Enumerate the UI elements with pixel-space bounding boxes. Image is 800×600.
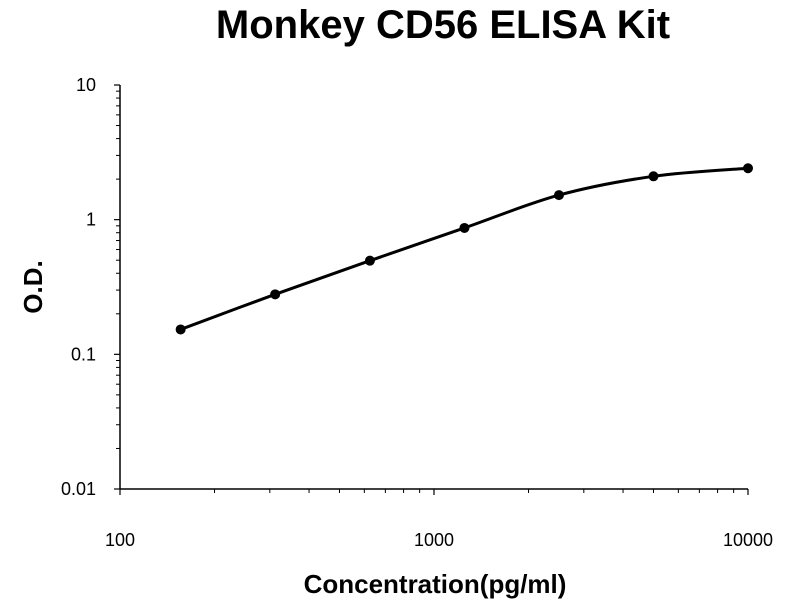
- series-line: [179, 166, 750, 331]
- tick-labels: 100 1000 10000 10 1 0.1 0.01: [61, 75, 773, 550]
- axes: [119, 85, 748, 490]
- data-series: [175, 163, 753, 335]
- data-point: [270, 289, 281, 300]
- data-point: [364, 255, 375, 266]
- x-tick-label: 10000: [723, 530, 773, 550]
- x-tick-label: 100: [105, 530, 135, 550]
- y-axis-title: O.D.: [18, 260, 48, 313]
- data-point: [648, 171, 659, 182]
- y-tick-label: 0.1: [71, 344, 96, 364]
- y-tick-label: 10: [76, 75, 96, 95]
- chart-title: Monkey CD56 ELISA Kit: [215, 3, 671, 47]
- axis-ticks: [114, 84, 749, 495]
- y-tick-label: 1: [86, 210, 96, 230]
- data-point: [459, 222, 470, 233]
- y-tick-label: 0.01: [61, 479, 96, 499]
- data-point: [175, 324, 186, 335]
- x-axis-title: Concentration(pg/ml): [304, 569, 567, 599]
- x-tick-label: 1000: [414, 530, 454, 550]
- data-point: [553, 190, 564, 201]
- data-point: [743, 163, 753, 174]
